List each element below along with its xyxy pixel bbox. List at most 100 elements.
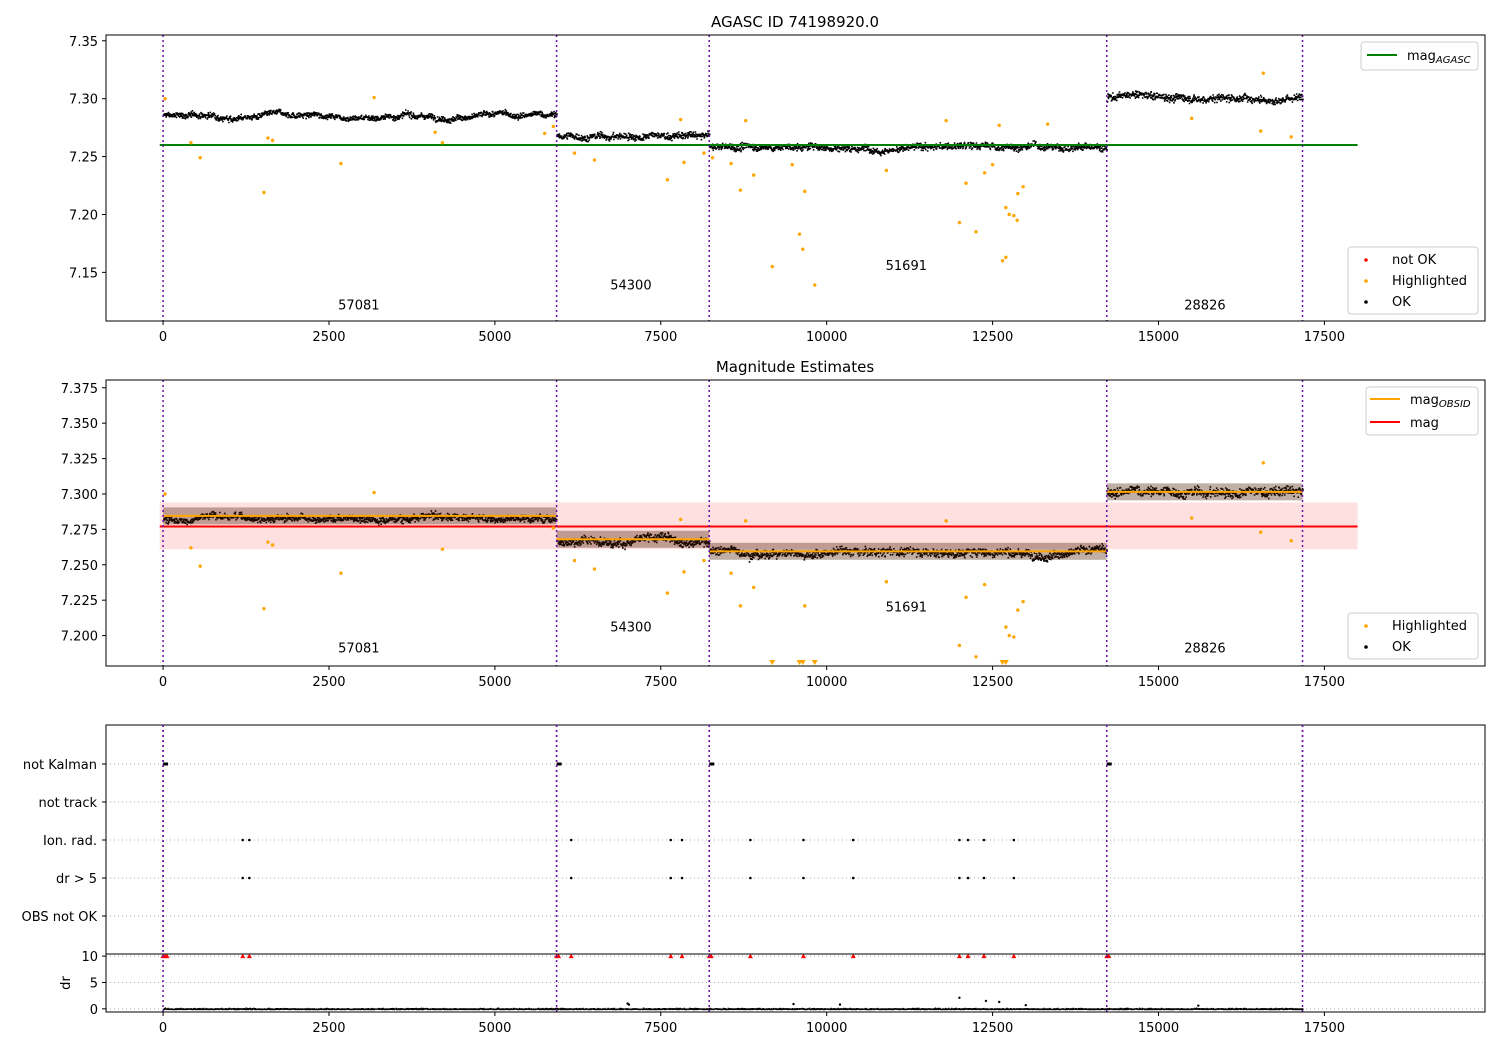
highlighted-point	[997, 123, 1001, 128]
x-tick-label: 5000	[478, 330, 511, 345]
x-tick-label: 5000	[478, 675, 511, 690]
highlighted-point	[803, 604, 807, 608]
legend-label-ok: OK	[1392, 295, 1411, 310]
clipped-point-marker	[811, 660, 818, 665]
ok-points-28826	[1106, 90, 1304, 106]
highlighted-point	[982, 171, 987, 175]
highlighted-point	[957, 643, 962, 648]
x-tick-label: 15000	[1138, 1021, 1179, 1036]
obsid-label: 57081	[338, 642, 379, 657]
highlighted-point	[990, 162, 995, 167]
obsid-label: 57081	[338, 298, 379, 313]
y-tick-label: 7.350	[61, 417, 98, 432]
x-tick-label: 7500	[644, 675, 677, 690]
highlighted-point	[266, 136, 270, 140]
highlighted-point	[770, 264, 774, 269]
flag-mark	[982, 838, 986, 842]
highlighted-point	[572, 558, 577, 563]
legend-box	[1360, 41, 1479, 71]
highlighted-point	[1258, 129, 1263, 133]
flag-mark	[248, 838, 251, 842]
dr-outlier	[838, 1003, 842, 1006]
ok-points-51691	[709, 140, 1108, 157]
x-tick-label: 17500	[1304, 675, 1345, 690]
axes-frame	[105, 953, 1486, 1013]
highlighted-point	[1189, 116, 1194, 121]
highlighted-point	[1189, 516, 1194, 520]
flag-mark	[1012, 876, 1016, 880]
flag-mark	[669, 876, 673, 880]
dr-axis-label: dr	[59, 976, 74, 990]
highlighted-point	[944, 519, 948, 523]
plot-flags: not Kalman not track Ion. rad. dr > 5 OBS no…	[22, 724, 1486, 955]
highlighted-point	[813, 283, 817, 287]
dr-outlier	[792, 1002, 795, 1006]
obsid-label: 54300	[610, 620, 651, 635]
highlighted-point	[198, 156, 202, 160]
x-tick-label: 2500	[312, 675, 345, 690]
chart-title-middle: Magnitude Estimates	[716, 358, 874, 376]
highlighted-point	[974, 655, 978, 659]
plot-agasc-id: 57081 54300 51691 28826 0 2500 5000 7500 10000 12…	[69, 34, 1486, 345]
highlighted-point	[751, 173, 756, 177]
y-tick-label: 7.275	[61, 523, 98, 538]
x-tick-label: 15000	[1138, 675, 1179, 690]
dr-outlier	[1197, 1004, 1200, 1007]
dr-capped-marker	[668, 953, 674, 959]
flag-category-label: Ion. rad.	[43, 834, 97, 849]
y-tick-label: 7.30	[69, 93, 98, 108]
flag-mark	[802, 876, 805, 880]
axes-frame	[105, 379, 1486, 667]
flag-mark	[669, 838, 673, 842]
dr-capped-marker	[965, 953, 971, 959]
highlighted-point	[1045, 122, 1050, 126]
ok-points-57081	[163, 510, 558, 528]
axes-background	[106, 954, 1485, 1012]
highlighted-point	[262, 606, 266, 611]
legend-box	[1347, 612, 1479, 660]
highlighted-point	[665, 591, 670, 595]
dr-capped-marker	[246, 953, 252, 959]
y-tick-label: 7.250	[61, 559, 98, 574]
flag-mark	[569, 876, 573, 880]
flag-mark	[709, 762, 715, 766]
flag-category-label: not Kalman	[23, 758, 97, 773]
highlighted-point	[433, 130, 437, 134]
highlighted-point	[198, 564, 202, 568]
dr-capped-marker	[1011, 953, 1017, 959]
clipped-point-marker	[769, 660, 776, 665]
highlighted-point	[270, 543, 275, 547]
obsid-label: 28826	[1184, 298, 1225, 313]
highlighted-point	[572, 151, 577, 155]
highlighted-point	[944, 118, 948, 123]
highlighted-point	[270, 138, 275, 143]
x-tick-label: 7500	[644, 1021, 677, 1036]
ok-points-57081	[163, 108, 558, 124]
highlighted-point	[678, 517, 683, 522]
flag-mark	[1012, 838, 1016, 842]
highlighted-point	[542, 131, 547, 136]
highlighted-point	[262, 190, 266, 195]
axes-background	[106, 35, 1485, 321]
y-tick-label: 0	[90, 1003, 98, 1018]
flag-mark	[966, 876, 970, 880]
legend-agasc: magAGASC	[1360, 41, 1479, 71]
legend-label-mag-agasc: magAGASC	[1407, 49, 1471, 66]
x-tick-label: 2500	[312, 1021, 345, 1036]
axes-background	[106, 380, 1485, 666]
flag-mark	[1106, 762, 1112, 766]
highlighted-point	[678, 117, 683, 122]
highlighted-point	[1016, 608, 1020, 612]
highlighted-point	[957, 220, 962, 225]
highlighted-point	[738, 188, 743, 192]
dr-outlier	[1024, 1003, 1027, 1007]
plot-magnitude-estimates: 57081 54300 51691 28826 0 2500 5000 7500 10000 12…	[61, 379, 1486, 690]
y-tick-label: 7.325	[61, 453, 98, 468]
flag-mark	[248, 876, 251, 880]
highlighted-point	[1016, 191, 1020, 196]
highlighted-point	[974, 230, 978, 234]
y-tick-label: 10	[81, 950, 98, 965]
dr-capped-marker	[240, 953, 246, 959]
flag-mark	[569, 838, 573, 842]
